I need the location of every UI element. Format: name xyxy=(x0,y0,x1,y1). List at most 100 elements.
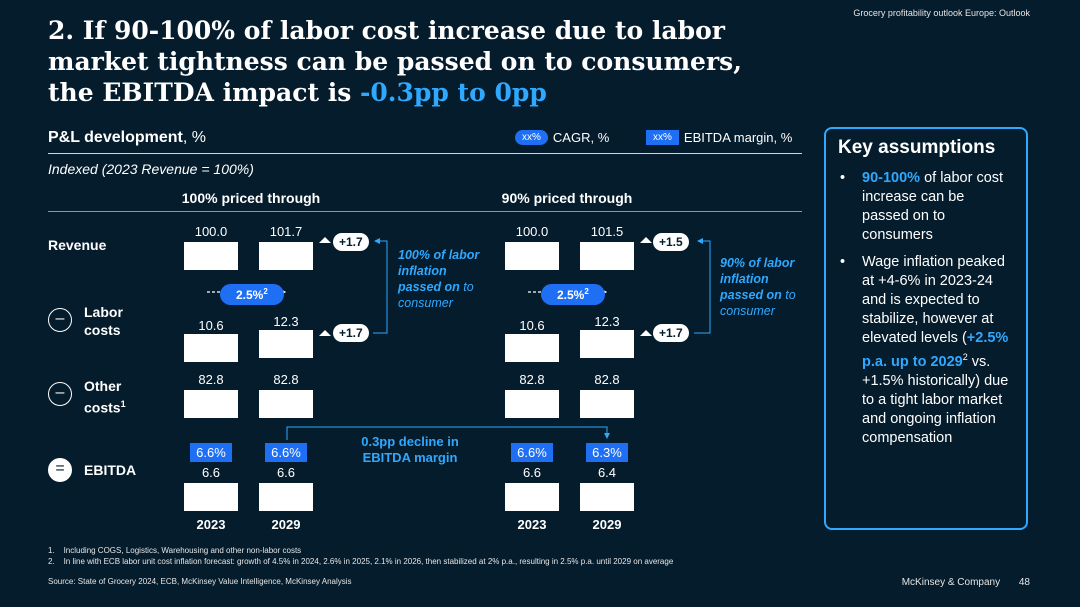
bar-other-2029 xyxy=(580,390,634,418)
value-label: 6.6 xyxy=(201,465,221,480)
bar-revenue-2029 xyxy=(580,242,634,270)
bar-revenue-2023 xyxy=(505,242,559,270)
page-number: 48 xyxy=(1018,577,1030,588)
pass-through-note-90: 90% of labor inflation passed on to cons… xyxy=(720,255,812,319)
value-label: 101.7 xyxy=(269,224,303,239)
year-label: 2029 xyxy=(592,517,622,532)
value-label: 12.3 xyxy=(594,314,620,329)
footnotes: 1. Including COGS, Logistics, Warehousin… xyxy=(48,545,673,567)
value-label: 82.8 xyxy=(594,372,620,387)
note-rest: to consumer xyxy=(720,288,796,318)
bar-labor-2023 xyxy=(505,334,559,362)
value-label: 10.6 xyxy=(198,318,224,333)
cagr-sup: 2 xyxy=(263,287,268,296)
value-label: 101.5 xyxy=(590,224,624,239)
bar-other-2023 xyxy=(505,390,559,418)
bar-other-2023 xyxy=(184,390,238,418)
bracket-connector xyxy=(694,238,711,334)
bar-labor-2023 xyxy=(184,334,238,362)
assumption-text: Wage inflation peaked at +4-6% in 2023-2… xyxy=(862,254,1005,346)
value-label: 10.6 xyxy=(519,318,545,333)
bar-ebitda-2029 xyxy=(259,483,313,511)
legend-margin-label: EBITDA margin, % xyxy=(683,130,793,145)
assumption-text: vs. +1.5% historically) due to a tight l… xyxy=(862,353,1009,446)
section-title-bold: P&L development xyxy=(48,129,183,146)
row-label-labor: Labor costs xyxy=(84,304,123,338)
labor-delta-badge: +1.7 xyxy=(333,324,369,342)
value-label: 100.0 xyxy=(515,224,549,239)
year-label: 2029 xyxy=(271,517,301,532)
value-label: 6.6 xyxy=(522,465,542,480)
value-label: 82.8 xyxy=(519,372,545,387)
title-accent: -0.3pp to 0pp xyxy=(359,78,547,107)
minus-icon: – xyxy=(48,382,72,406)
assumption-highlight: 90-100% xyxy=(862,170,921,186)
footer: McKinsey & Company 48 xyxy=(902,577,1030,588)
delta-arrow-icon xyxy=(319,237,331,243)
value-label: 82.8 xyxy=(198,372,224,387)
cagr-pill: 2.5%2 xyxy=(220,284,284,305)
report-label: Grocery profitability outlook Europe: Ou… xyxy=(853,8,1030,18)
panel-title: Key assumptions xyxy=(838,137,996,158)
year-label: 2023 xyxy=(517,517,547,532)
revenue-delta-badge: +1.5 xyxy=(653,233,689,251)
bar-ebitda-2029 xyxy=(580,483,634,511)
cagr-value: 2.5% xyxy=(557,288,585,302)
note-rest: to consumer xyxy=(398,280,474,310)
page-title: 2. If 90-100% of labor cost increase due… xyxy=(48,15,788,108)
section-title: P&L development, % xyxy=(48,129,206,147)
ebitda-margin-badge: 6.6% xyxy=(511,443,553,462)
equals-icon: = xyxy=(48,458,72,482)
group-title-90: 90% priced through xyxy=(501,190,633,206)
note-bold: 100% of labor inflation passed on xyxy=(398,248,480,294)
delta-arrow-icon xyxy=(319,330,331,336)
legend-cagr-marker: xx% xyxy=(515,130,548,145)
assumption-highlight: +2.5% p.a. up to 2029 xyxy=(862,330,1009,370)
value-label: 82.8 xyxy=(273,372,299,387)
cagr-pill: 2.5%2 xyxy=(541,284,605,305)
pass-through-note-100: 100% of labor inflation passed on to con… xyxy=(398,247,493,311)
legend-cagr-label: CAGR, % xyxy=(552,130,610,145)
footer-brand: McKinsey & Company xyxy=(901,577,1001,588)
value-label: 100.0 xyxy=(194,224,228,239)
value-label: 12.3 xyxy=(273,314,299,329)
bar-revenue-2023 xyxy=(184,242,238,270)
assumption-item: Wage inflation peaked at +4-6% in 2023-2… xyxy=(840,253,1014,448)
note-bold: 90% of labor inflation passed on xyxy=(720,256,795,302)
title-main: 2. If 90-100% of labor cost increase due… xyxy=(48,16,742,107)
cagr-sup: 2 xyxy=(584,287,589,296)
delta-arrow-icon xyxy=(640,330,652,336)
group-title-100: 100% priced through xyxy=(181,190,321,206)
assumption-text: of labor cost increase can be passed on … xyxy=(862,170,1004,243)
ebitda-margin-badge: 6.6% xyxy=(265,443,307,462)
legend-margin-marker: xx% xyxy=(646,130,679,145)
bar-revenue-2029 xyxy=(259,242,313,270)
revenue-delta-badge: +1.7 xyxy=(333,233,369,251)
assumption-item: 90-100% of labor cost increase can be pa… xyxy=(840,169,1014,245)
bar-labor-2029 xyxy=(580,330,634,358)
ebitda-margin-badge: 6.6% xyxy=(190,443,232,462)
value-label: 6.6 xyxy=(276,465,296,480)
assumption-list: 90-100% of labor cost increase can be pa… xyxy=(838,169,1014,448)
bracket-connector xyxy=(373,238,388,334)
assumption-sup: 2 xyxy=(962,352,968,362)
row-label-revenue: Revenue xyxy=(48,237,107,253)
row-label-ebitda: EBITDA xyxy=(84,462,137,478)
legend-cagr: xx% CAGR, % xyxy=(515,130,609,145)
margin-decline-connector xyxy=(286,426,610,440)
value-label: 6.4 xyxy=(597,465,617,480)
section-divider xyxy=(48,153,802,154)
row-label-other: Other costs1 xyxy=(84,377,144,417)
footnote: 1. Including COGS, Logistics, Warehousin… xyxy=(48,546,302,555)
bar-ebitda-2023 xyxy=(505,483,559,511)
bar-other-2029 xyxy=(259,390,313,418)
cagr-value: 2.5% xyxy=(236,288,264,302)
delta-arrow-icon xyxy=(640,237,652,243)
legend-margin: xx% EBITDA margin, % xyxy=(646,130,792,145)
ebitda-margin-badge: 6.3% xyxy=(586,443,628,462)
header-divider xyxy=(48,211,802,212)
year-label: 2023 xyxy=(196,517,226,532)
row-label-other-text: Other costs xyxy=(84,378,122,416)
